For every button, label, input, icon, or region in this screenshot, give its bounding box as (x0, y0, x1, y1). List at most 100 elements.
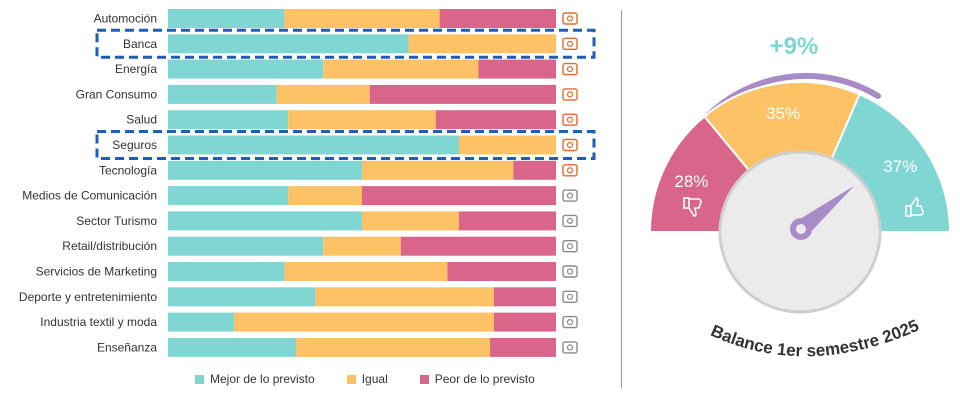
category-label: Automoción (94, 12, 157, 26)
bar-row: Industria textil y moda (40, 312, 578, 332)
thumbs-up-icon (905, 197, 924, 217)
category-label: Medios de Comunicación (22, 189, 157, 203)
category-label: Enseñanza (97, 340, 157, 354)
balance-value: +9% (770, 33, 819, 60)
medicine-icon (562, 113, 578, 126)
bar-row: Gran Consumo (76, 84, 578, 104)
shoe-icon (562, 315, 578, 329)
legend-label-worse: Peor de lo previsto (434, 372, 535, 386)
bar-segment (168, 110, 289, 130)
category-label: Tecnología (99, 163, 157, 177)
gauge-segment-label: 35% (766, 104, 800, 123)
bar-segment (276, 84, 370, 104)
bar-segment (168, 34, 409, 54)
bar-row: Salud (126, 110, 578, 130)
phone-icon (562, 265, 578, 278)
airplane-icon (562, 214, 578, 228)
bar-segment (168, 59, 324, 79)
bar-row: Automoción (94, 9, 578, 28)
bar-segment (362, 211, 459, 231)
legend-swatch-same (346, 374, 356, 384)
category-label: Servicios de Marketing (36, 265, 157, 279)
bar-segment (369, 84, 556, 104)
bar-segment (168, 337, 297, 357)
thumbs-down-icon (683, 197, 702, 217)
legend-label-better: Mejor de lo previsto (210, 372, 315, 386)
stacked-bar-chart: Automoción Banca Energía Gran Consumo Salud S… (19, 9, 596, 357)
gauge-segment-label: 28% (674, 172, 708, 191)
bar-row: Energía (115, 59, 578, 79)
bar-segment (400, 236, 556, 256)
sport-icon (562, 290, 578, 303)
legend-swatch-worse (419, 374, 429, 384)
bar-segment (323, 236, 401, 256)
bar-row: Medios de Comunicación (22, 186, 578, 206)
bar-segment (288, 186, 362, 206)
legend-item-same: Igual (346, 372, 388, 386)
bar-segment (284, 9, 440, 28)
shield-icon (562, 138, 578, 152)
bar-segment (493, 312, 556, 332)
bar-row: Banca (123, 34, 578, 54)
bar-segment (296, 337, 491, 357)
bank-icon (562, 37, 578, 50)
legend-item-better: Mejor de lo previsto (195, 372, 315, 386)
bar-segment (439, 9, 556, 28)
bar-segment (168, 160, 362, 180)
legend-swatch-better (195, 374, 204, 384)
bar-segment (459, 135, 556, 155)
cart-icon (562, 239, 578, 253)
legend: Mejor de lo previsto Igual Peor de lo pr… (195, 372, 535, 386)
bar-segment (168, 211, 362, 231)
bar-segment (233, 312, 494, 332)
category-label: Banca (123, 37, 157, 51)
bar-row: Enseñanza (97, 337, 578, 357)
legend-label-same: Igual (361, 372, 388, 386)
bar-segment (408, 34, 556, 54)
bar-segment (435, 110, 556, 130)
bar-segment (168, 84, 277, 104)
category-label: Seguros (112, 138, 157, 152)
bar-segment (513, 160, 556, 180)
bar-row: Deporte y entretenimiento (19, 287, 578, 307)
bar-segment (362, 186, 556, 206)
highlight-box (95, 130, 596, 160)
bar-row: Retail/distribución (62, 236, 578, 256)
bar-segment (490, 337, 556, 357)
bar-segment (323, 59, 479, 79)
classroom-icon (562, 341, 578, 354)
bar-segment (168, 236, 324, 256)
bar-segment (447, 262, 556, 281)
bar-segment (284, 262, 448, 281)
gauge-needle (790, 186, 854, 240)
divider (621, 10, 622, 388)
bar-segment (478, 59, 556, 79)
category-label: Salud (126, 113, 157, 127)
legend-item-worse: Peor de lo previsto (419, 372, 535, 386)
category-label: Deporte y entretenimiento (19, 290, 157, 304)
bar-segment (315, 287, 494, 307)
bar-segment (168, 312, 234, 332)
bar-row: Seguros (112, 135, 578, 155)
bar-segment (168, 9, 285, 28)
gauge-segment-label: 37% (883, 157, 917, 176)
power-tower-icon (562, 62, 578, 76)
bar-segment (459, 211, 556, 231)
bar-segment (168, 262, 285, 281)
gauge-title: Balance 1er semestre 2025 (708, 316, 922, 360)
bottle-icon (562, 88, 578, 101)
category-label: Energía (115, 62, 157, 76)
bar-segment (493, 287, 556, 307)
bar-row: Tecnología (99, 160, 578, 180)
chip-icon (562, 164, 578, 177)
bar-segment (168, 186, 289, 206)
balance-gauge: +9% 28% 35% 37% Balance 1er semestre 2025 (648, 33, 952, 360)
category-label: Industria textil y moda (40, 315, 157, 329)
bar-segment (288, 110, 436, 130)
bar-row: Sector Turismo (76, 211, 578, 231)
car-icon (562, 12, 578, 25)
highlight-box (95, 28, 596, 59)
bar-segment (362, 160, 514, 180)
category-label: Retail/distribución (62, 239, 157, 253)
bar-segment (168, 135, 459, 155)
